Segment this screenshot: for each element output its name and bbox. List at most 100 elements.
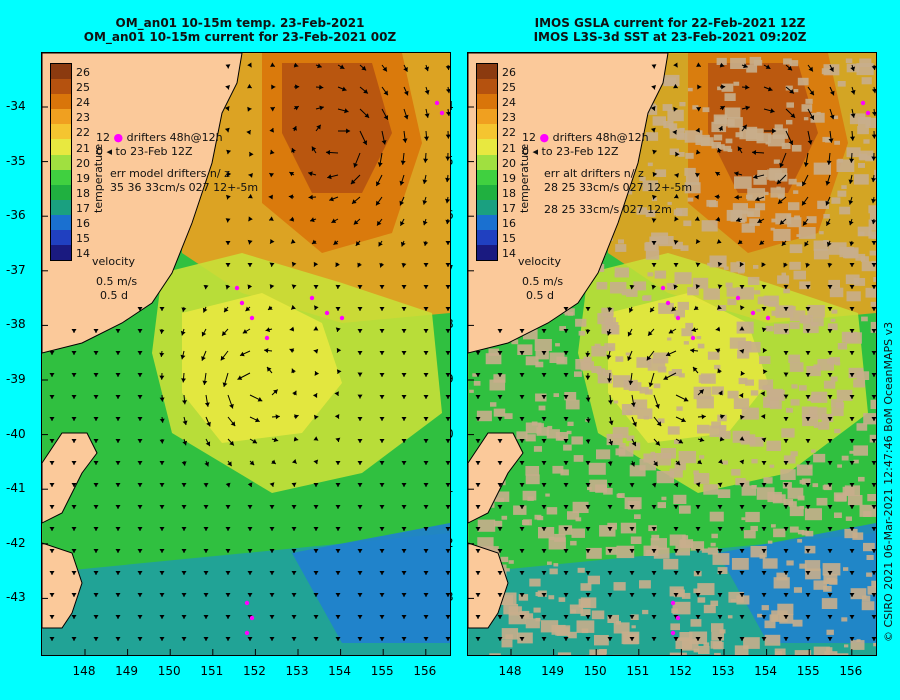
drifter-marker-icon: ●: [539, 131, 550, 144]
colorbar-tick: 22: [502, 126, 516, 140]
latitude-label: -41: [6, 481, 26, 496]
longitude-label: 156: [839, 664, 863, 678]
velocity-scale-right: 0.5 m/s: [522, 275, 564, 288]
left-title-line2: OM_an01 10-15m current for 23-Feb-2021 0…: [83, 30, 397, 44]
longitude-label: 148: [498, 664, 522, 678]
model-temperature-map: 26 25 24 23 22 21 20 19 18 17 16 15 14 temperature 1…: [41, 52, 451, 656]
colorbar-swatch: [51, 79, 71, 95]
velocity-days-right: 0.5 d: [526, 289, 554, 302]
colorbar-tick: 19: [76, 171, 90, 185]
legend-to-text-right: to 23-Feb 12Z: [541, 145, 619, 158]
colorbar-swatch: [51, 94, 71, 110]
current-vectors: [475, 62, 876, 641]
island-landmass: [42, 432, 98, 524]
longitude-label: 154: [754, 664, 778, 678]
colorbar-tick: 20: [502, 156, 516, 170]
colorbar-tick: 15: [76, 232, 90, 246]
colorbar-swatch: [477, 245, 497, 261]
arrow-left-icon: ◂: [106, 145, 113, 158]
tasmania-landmass: [42, 542, 83, 629]
latitude-label: -36: [6, 208, 26, 223]
colorbar-swatch: [51, 184, 71, 200]
colorbar-right: [476, 63, 498, 262]
satellite-sst-map: 26 25 24 23 22 21 20 19 18 17 16 15 14 temperature 1…: [467, 52, 877, 656]
latitude-label: -42: [6, 535, 26, 550]
longitude-label: 150: [157, 664, 181, 678]
colorbar-swatch: [51, 169, 71, 185]
longitude-label: 149: [541, 664, 565, 678]
latitude-label: -40: [6, 426, 26, 441]
err-values2-right: 28 25 33cm/s 027 12m: [544, 203, 672, 216]
drifter-tracks: [660, 100, 871, 636]
colorbar-swatch: [477, 199, 497, 215]
colorbar-tick: 17: [502, 201, 516, 215]
satellite-map-canvas: [468, 53, 876, 655]
axis-ticks: [42, 106, 427, 655]
legend-drifters-left: 12 ● drifters 48h@12h: [96, 131, 223, 144]
longitude-label: 149: [115, 664, 139, 678]
velocity-label-right: velocity: [518, 255, 561, 268]
longitude-label: 156: [413, 664, 437, 678]
colorbar-tick: 20: [76, 156, 90, 170]
colorbar-swatch: [51, 245, 71, 261]
legend-to-text-left: to 23-Feb 12Z: [115, 145, 193, 158]
axis-ticks: [468, 106, 853, 655]
err-values-left: 35 36 33cm/s 027 12+-5m: [110, 181, 259, 194]
left-title: OM_an01 10-15m temp. 23-Feb-2021 OM_an01…: [60, 16, 420, 44]
drifter-marker-icon: ●: [113, 131, 124, 144]
latitude-label: -43: [6, 590, 26, 605]
err-label-right: err alt drifters n/ z: [544, 167, 644, 180]
colorbar-swatch: [51, 139, 71, 155]
colorbar-tick: 23: [76, 111, 90, 125]
longitude-label: 151: [200, 664, 224, 678]
colorbar-tick: 22: [76, 126, 90, 140]
colorbar-tick: 26: [76, 66, 90, 79]
latitude-label: -34: [6, 99, 26, 113]
warm-ring-zone: [182, 293, 342, 443]
colorbar-swatch: [477, 79, 497, 95]
current-vectors: [49, 62, 450, 641]
colorbar-swatch: [477, 124, 497, 140]
colorbar-swatch: [477, 154, 497, 170]
colorbar-tick: 23: [502, 111, 516, 125]
velocity-days-left: 0.5 d: [100, 289, 128, 302]
colorbar-swatch: [477, 214, 497, 231]
cold-zone: [292, 523, 450, 643]
longitude-label: 148: [72, 664, 96, 678]
right-title-line2: IMOS L3S-3d SST at 23-Feb-2021 09:20Z: [533, 30, 807, 44]
colorbar-tick: 24: [76, 96, 90, 110]
warm-ring-zone: [608, 293, 768, 443]
start-day-glyph-right: 0: [522, 145, 529, 158]
arrow-left-icon: ◂: [532, 145, 539, 158]
colorbar-swatch: [51, 109, 71, 125]
colorbar-swatch: [477, 184, 497, 200]
drifter-tracks: [234, 100, 445, 636]
colorbar-tick: 14: [502, 247, 516, 261]
legend-to-right: 0 ◂ to 23-Feb 12Z: [522, 145, 619, 158]
tasmania-landmass: [468, 542, 509, 629]
colorbar-swatch: [51, 214, 71, 231]
velocity-scale-left: 0.5 m/s: [96, 275, 138, 288]
err-label-left: err model drifters n/ z: [110, 167, 230, 180]
longitude-label: 153: [711, 664, 735, 678]
latitude-label: -37: [6, 262, 26, 277]
hot-core-zone: [282, 63, 392, 193]
right-title-line1: IMOS GSLA current for 22-Feb-2021 12Z: [534, 16, 806, 30]
legend-drifters-right: 12 ● drifters 48h@12h: [522, 131, 649, 144]
colorbar-tick: 18: [502, 186, 516, 200]
colorbar-tick: 26: [502, 66, 516, 79]
longitude-label: 151: [626, 664, 650, 678]
colorbar-swatch: [477, 94, 497, 110]
longitude-label: 150: [583, 664, 607, 678]
longitude-label: 152: [242, 664, 266, 678]
colorbar-tick: 21: [76, 141, 90, 155]
colorbar-swatch: [477, 139, 497, 155]
colorbar-swatch: [51, 154, 71, 170]
colorbar-swatch: [477, 230, 497, 246]
model-map-canvas: [42, 53, 450, 655]
colorbar-swatch: [477, 109, 497, 125]
colorbar-tick: 25: [502, 81, 516, 95]
colorbar-swatch: [51, 199, 71, 215]
colorbar-tick: 25: [76, 81, 90, 95]
legend-drifters-text-left: drifters 48h@12h: [126, 131, 223, 144]
